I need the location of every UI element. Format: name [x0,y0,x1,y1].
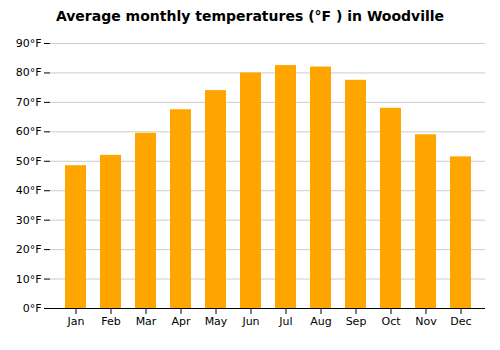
svg-text:20°F: 20°F [16,243,42,256]
svg-text:10°F: 10°F [16,273,42,286]
svg-text:Nov: Nov [415,315,437,328]
svg-text:Oct: Oct [381,315,401,328]
svg-text:Jun: Jun [241,315,259,328]
svg-text:Apr: Apr [171,315,191,328]
svg-text:0°F: 0°F [23,302,42,315]
svg-text:50°F: 50°F [16,155,42,168]
svg-text:90°F: 90°F [16,37,42,50]
svg-text:Mar: Mar [136,315,157,328]
svg-text:Dec: Dec [450,315,471,328]
svg-text:Jan: Jan [67,315,85,328]
svg-text:Jul: Jul [278,315,292,328]
svg-text:30°F: 30°F [16,214,42,227]
svg-text:80°F: 80°F [16,66,42,79]
svg-text:60°F: 60°F [16,125,42,138]
html-text:Average monthly temperatures (: Average monthly temperatures (°F ) in Wo… [55,8,445,24]
svg-text:Feb: Feb [101,315,120,328]
svg-text:40°F: 40°F [16,184,42,197]
svg-text:70°F: 70°F [16,96,42,109]
svg-text:May: May [205,315,228,328]
svg-text:Sep: Sep [346,315,367,328]
svg-text:Aug: Aug [310,315,331,328]
